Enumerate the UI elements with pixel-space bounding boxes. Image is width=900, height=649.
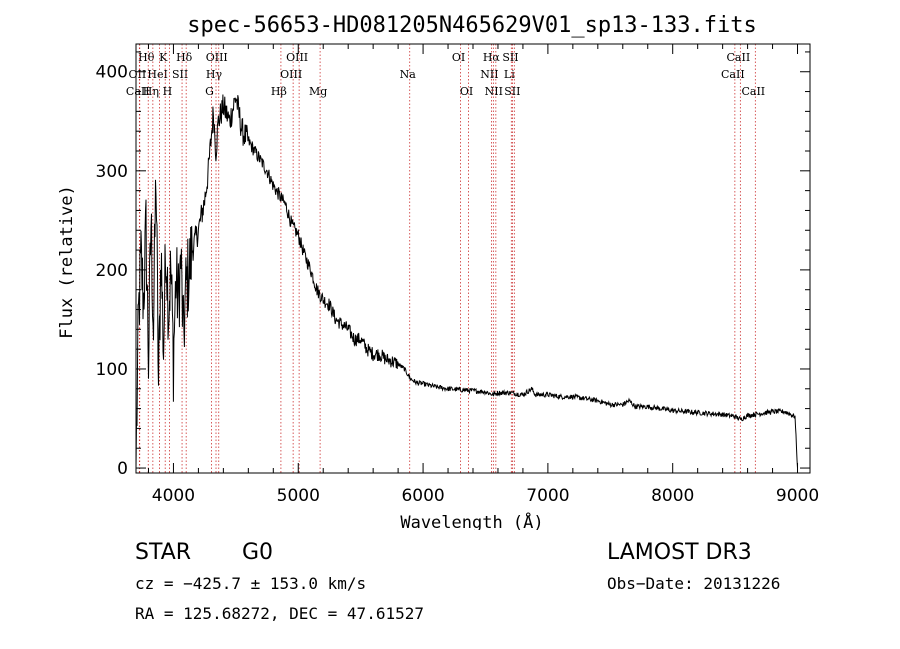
line-label-13: OIII <box>280 68 302 81</box>
line-label-21: NII <box>485 85 503 98</box>
chart-title: spec-56653-HD081205N465629V01_sp13-133.f… <box>187 13 757 38</box>
object-class: STAR <box>135 540 192 565</box>
line-label-10: Hγ <box>206 68 223 81</box>
line-label-25: CaII <box>721 68 745 81</box>
line-label-7: SII <box>172 68 188 81</box>
x-tick-label-5: 9000 <box>776 486 819 506</box>
line-label-26: CaII <box>727 51 751 64</box>
y-tick-label-3: 300 <box>96 162 128 182</box>
line-label-15: Mg <box>309 85 327 98</box>
line-label-12: Hβ <box>271 85 287 98</box>
line-label-19: NII <box>480 68 498 81</box>
line-label-22: Li <box>504 68 515 81</box>
line-label-17: OI <box>452 51 465 64</box>
x-tick-label-1: 5000 <box>277 486 320 506</box>
y-tick-label-2: 200 <box>96 261 128 281</box>
x-tick-label-4: 8000 <box>651 486 694 506</box>
spectrum-line <box>135 94 798 469</box>
line-label-0: Hθ <box>138 51 155 64</box>
x-tick-label-2: 6000 <box>401 486 444 506</box>
line-label-6: H <box>163 85 173 98</box>
line-label-8: Hδ <box>176 51 193 64</box>
y-tick-label-0: 0 <box>117 459 128 479</box>
spectrum-chart: spec-56653-HD081205N465629V01_sp13-133.f… <box>57 13 819 530</box>
ra-dec-coordinates: RA = 125.68272, DEC = 47.61527 <box>135 604 424 623</box>
axis-ticks: 4000 5000 6000 7000 8000 9000 0 100 200 300 400 <box>96 44 819 506</box>
survey-name: LAMOST DR3 <box>607 540 752 565</box>
x-axis-label: Wavelength (Å) <box>400 511 543 530</box>
line-label-5: K <box>159 51 168 64</box>
y-tick-label-1: 100 <box>96 360 128 380</box>
line-label-4: HeI <box>147 68 167 81</box>
line-label-9: G <box>205 85 214 98</box>
line-label-23: SII <box>502 51 518 64</box>
line-label-11: OIII <box>206 51 228 64</box>
redshift-cz: cz = −425.7 ± 153.0 km/s <box>135 574 367 593</box>
x-tick-label-3: 7000 <box>526 486 569 506</box>
line-label-14: OIII <box>286 51 308 64</box>
y-tick-label-4: 400 <box>96 63 128 83</box>
object-subclass: G0 <box>242 540 274 565</box>
line-label-16: Na <box>400 68 417 81</box>
line-label-24: SII <box>504 85 520 98</box>
y-axis-label: Flux (relative) <box>57 185 77 339</box>
x-tick-label-0: 4000 <box>152 486 195 506</box>
line-label-2: Hη <box>143 85 159 98</box>
line-label-18: OI <box>460 85 473 98</box>
line-label-27: CaII <box>741 85 765 98</box>
line-label-1: OII <box>129 68 147 81</box>
observation-date: Obs−Date: 20131226 <box>607 574 781 593</box>
line-label-20: Hα <box>483 51 501 64</box>
